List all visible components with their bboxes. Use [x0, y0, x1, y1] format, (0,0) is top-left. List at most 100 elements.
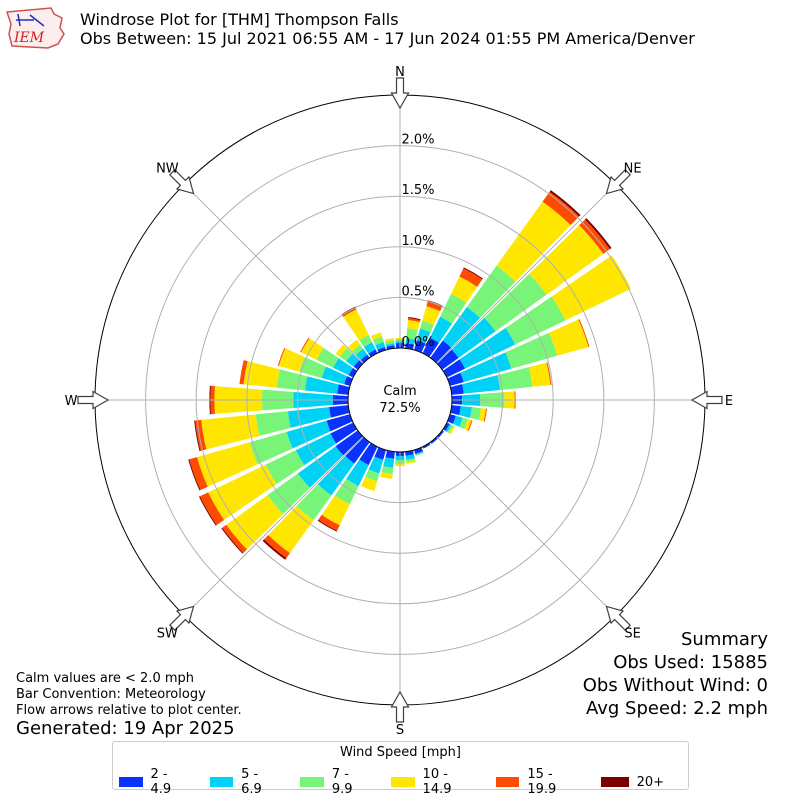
windrose-bar-segment — [346, 353, 360, 367]
windrose-bar-segment — [360, 354, 370, 363]
windrose-bar-segment — [447, 424, 454, 434]
windrose-bar-segment — [304, 376, 339, 394]
windrose-bar-segment — [459, 327, 516, 369]
windrose-bar-segment — [405, 454, 415, 460]
legend: Wind Speed [mph] 2 - 4.9 5 - 6.9 7 - 9.9… — [112, 741, 689, 797]
arrow-shape — [690, 390, 723, 410]
direction-arrows — [77, 77, 723, 723]
radial-gridline — [436, 436, 617, 617]
windrose-bar-segment — [478, 408, 486, 422]
direction-arrow-icon — [168, 605, 195, 632]
windrose-bar-segment — [542, 191, 580, 226]
windrose-bars — [188, 190, 632, 560]
windrose-bar-segment — [189, 457, 208, 491]
summary-avg-speed: Avg Speed: 2.2 mph — [586, 698, 768, 719]
windrose-bar-segment — [243, 361, 280, 388]
windrose-bar-segment — [296, 484, 332, 521]
windrose-bar-segment — [317, 519, 338, 532]
windrose-bar-segment — [201, 414, 260, 450]
windrose-bar-segment — [405, 458, 416, 462]
ring-gridline — [246, 246, 554, 554]
windrose-bar-segment — [459, 417, 468, 429]
windrose-bar-segment — [384, 338, 395, 342]
direction-arrow-icon — [605, 605, 632, 632]
windrose-bar-segment — [451, 317, 496, 358]
windrose-bar-segment — [452, 415, 463, 427]
legend-swatch — [209, 777, 234, 787]
windrose-bar-segment — [497, 367, 533, 391]
windrose-bar-segment — [264, 534, 290, 559]
windrose-bar-segment — [371, 332, 383, 340]
windrose-bar-segment — [226, 495, 284, 550]
windrose-bar-segment — [339, 348, 353, 362]
windrose-bar-segment — [196, 442, 258, 487]
windrose-bar-segment — [348, 367, 358, 378]
windrose-bar-segment — [199, 492, 225, 526]
windrose-bar-segment — [277, 347, 286, 366]
windrose-bar-segment — [463, 419, 472, 431]
windrose-bar-segment — [330, 422, 358, 444]
notes-panel: Calm values are < 2.0 mph Bar Convention… — [16, 671, 242, 719]
windrose-bar-segment — [578, 319, 590, 348]
windrose-bar-segment — [188, 459, 201, 491]
windrose-bar-segment — [483, 408, 487, 422]
windrose-bar-segment — [414, 340, 426, 353]
windrose-bar-segment — [386, 345, 395, 350]
windrose-bar-segment — [430, 340, 452, 363]
windrose-bar-segment — [546, 362, 552, 385]
legend-swatch — [390, 777, 415, 787]
ring-gridline — [145, 145, 655, 655]
windrose-bar-segment — [467, 420, 473, 431]
windrose-bar-segment — [265, 450, 305, 485]
arrow-shape — [605, 168, 632, 195]
windrose-bar-segment — [470, 407, 481, 421]
windrose-bar-segment — [342, 307, 357, 317]
legend-swatch — [300, 777, 324, 787]
arrow-shape — [77, 390, 110, 410]
windrose-bar-segment — [408, 317, 421, 321]
windrose-bar-segment — [442, 306, 481, 348]
windrose-bar-segment — [199, 496, 217, 526]
windrose-bar-segment — [459, 268, 483, 287]
chart-subtitle: Obs Between: 15 Jul 2021 06:55 AM - 17 J… — [80, 29, 695, 48]
windrose-bar-segment — [348, 339, 361, 352]
radial-tick-label: 2.0% — [401, 133, 434, 148]
windrose-bar-segment — [286, 420, 331, 449]
windrose-bar-segment — [385, 343, 395, 347]
windrose-bar-segment — [385, 340, 395, 345]
windrose-bar-segment — [208, 464, 277, 520]
radial-tick-label: 1.5% — [401, 183, 434, 198]
note-flow-arrows: Flow arrows relative to plot center. — [16, 703, 242, 718]
summary-obs-used: Obs Used: 15885 — [613, 652, 768, 673]
windrose-bar-segment — [505, 296, 566, 345]
windrose-bar-segment — [528, 362, 551, 387]
windrose-bar-segment — [222, 524, 247, 553]
legend-label: 5 - 6.9 — [241, 767, 262, 797]
windrose-bar-segment — [422, 442, 431, 449]
legend-label: 7 - 9.9 — [331, 767, 353, 797]
note-bar-convention: Bar Convention: Meteorology — [16, 687, 206, 702]
windrose-bar-segment — [549, 190, 581, 217]
windrose-bar-segment — [353, 360, 363, 370]
windrose-bar-segment — [255, 411, 291, 436]
windrose-bar-segment — [460, 352, 512, 383]
windrose-bar-segment — [445, 423, 452, 433]
windrose-bar-segment — [407, 320, 420, 330]
windrose-bar-segment — [333, 358, 353, 376]
windrose-bar-segment — [551, 255, 632, 321]
windrose-bar-segment — [321, 495, 350, 526]
windrose-bar-segment — [267, 473, 310, 515]
windrose-bar-segment — [377, 347, 386, 353]
legend-label: 10 - 14.9 — [422, 767, 452, 797]
radial-tick-label: 0.0% — [401, 335, 434, 350]
windrose-bar-segment — [361, 476, 378, 491]
windrose-bar-segment — [405, 338, 416, 345]
windrose-bar-segment — [415, 451, 424, 455]
windrose-bar-segment — [374, 447, 386, 460]
legend-item: 7 - 9.9 — [300, 767, 367, 797]
legend-items: 2 - 4.9 5 - 6.9 7 - 9.9 10 - 14.9 15 - 1… — [119, 767, 688, 797]
windrose-bar-segment — [548, 319, 589, 356]
direction-arrow-icon — [605, 168, 632, 195]
windrose-bar-segment — [505, 332, 558, 369]
windrose-bar-segment — [383, 457, 395, 468]
